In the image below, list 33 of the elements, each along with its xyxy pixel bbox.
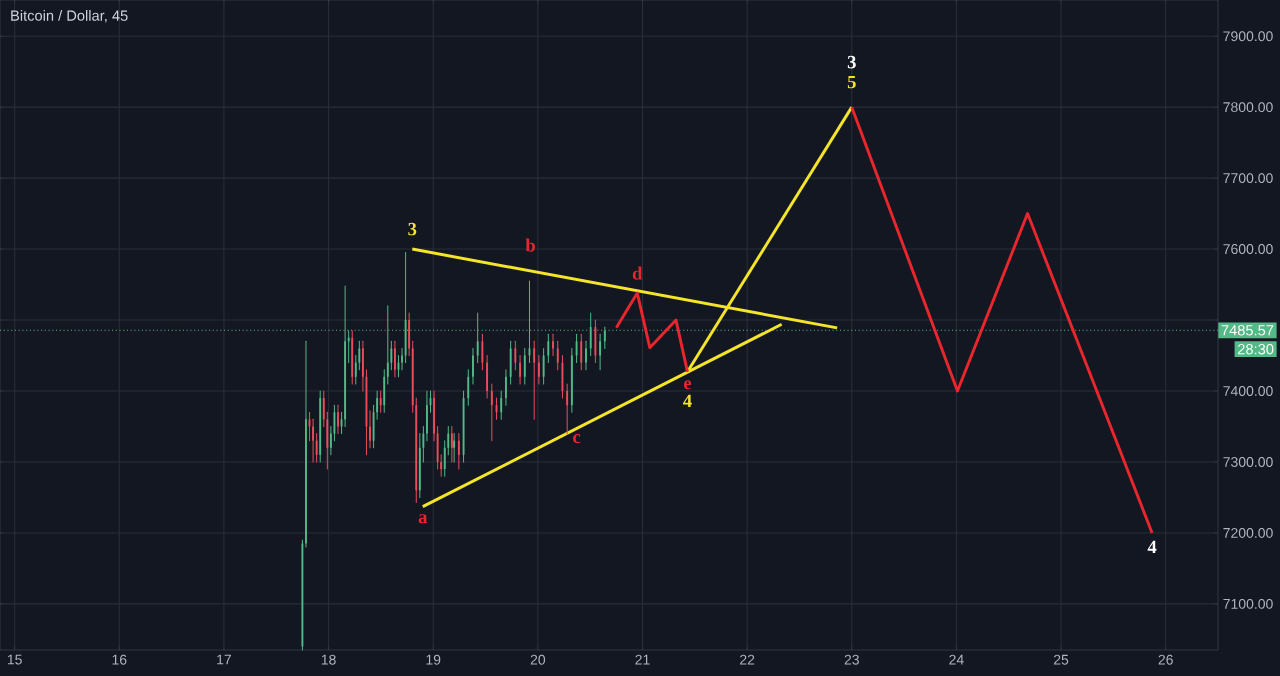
x-tick-label: 22 [740,654,755,665]
x-tick-label: 18 [321,654,336,665]
annotation: 5 [847,75,856,89]
text: 28:30 [1237,344,1274,355]
x-tick-label: 25 [1053,654,1069,665]
x-tick-label: 20 [530,654,546,665]
x-tick-label: 17 [217,654,231,665]
y-tick-label: 7300.00 [1223,457,1273,467]
y-tick-label: 7700.00 [1223,173,1273,184]
x-tick-label: 15 [7,654,22,665]
x-tick-label: 21 [635,654,650,665]
annotation: 4 [1147,540,1157,554]
annotation: a [418,514,428,524]
annotation: c [573,434,581,444]
y-tick-label: 7100.00 [1223,598,1273,609]
annotation: b [525,238,535,252]
ref-line-label: 7485.57 [1221,325,1274,336]
x-tick-label: 24 [949,654,964,665]
annotation: e [684,380,692,390]
x-tick-label: 23 [844,654,859,665]
annotation: 3 [847,55,856,69]
y-tick-label: 7800.00 [1223,102,1273,113]
x-tick-label: 16 [112,654,127,665]
annotation: 4 [683,394,692,407]
y-tick-label: 7600.00 [1223,244,1273,255]
annotation: 3 [408,222,417,236]
annotation: d [632,266,643,280]
x-tick-label: 26 [1158,654,1173,665]
y-tick-label: 7400.00 [1223,386,1273,396]
x-tick-label: 19 [426,654,441,665]
y-tick-label: 7900.00 [1223,31,1273,42]
text: Bitcoin / Dollar, 45 [11,10,128,23]
y-tick-label: 7200.00 [1223,527,1273,538]
